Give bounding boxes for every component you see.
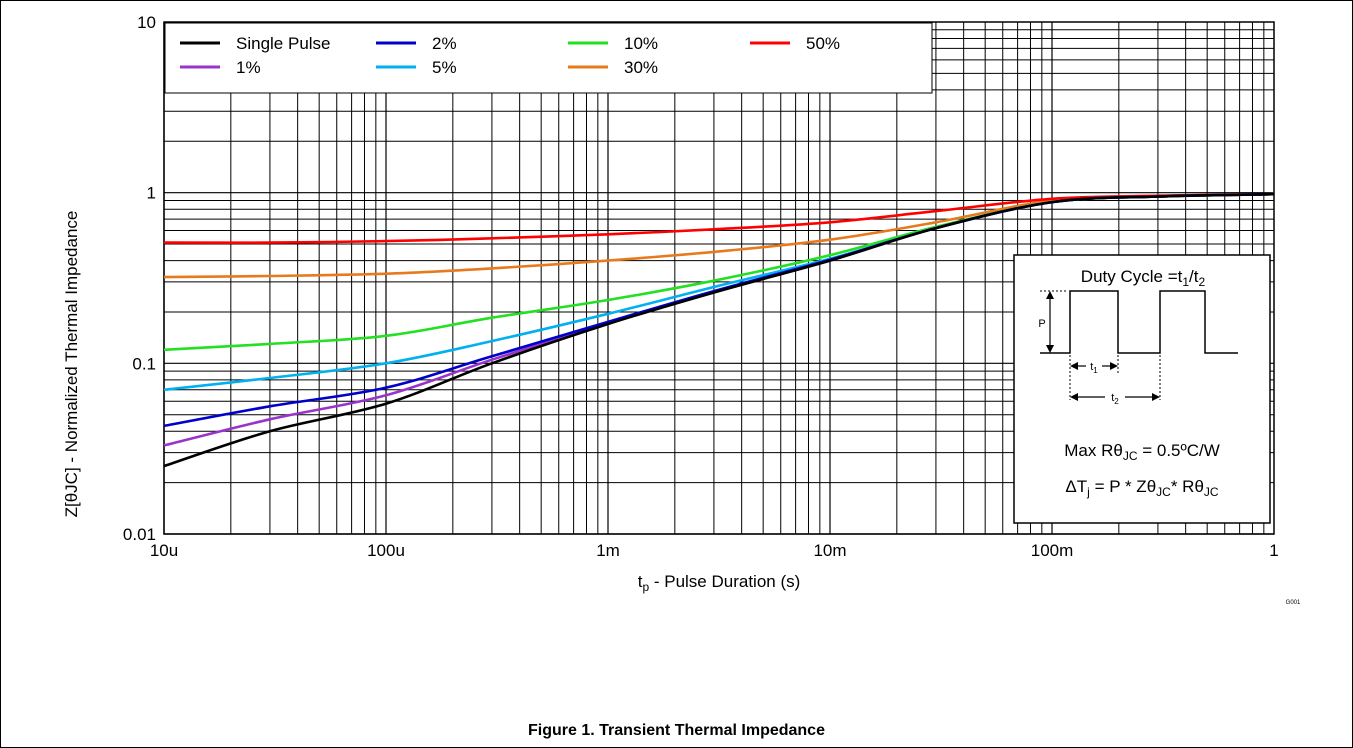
x-tick-label: 10m	[813, 541, 846, 560]
x-tick-label: 1m	[596, 541, 620, 560]
inset-box	[1013, 254, 1271, 524]
delta-tj-sub: j	[1086, 485, 1090, 499]
series-line-single-pulse	[163, 192, 1275, 468]
t2-arrow-left	[1070, 393, 1078, 401]
max-r-label: Max RθJC = 0.5ºC/W	[1064, 441, 1220, 463]
t2-label-main: t	[1111, 392, 1114, 404]
t2-label: t2	[1111, 392, 1119, 406]
duty-cycle-sub1: 1	[1182, 275, 1189, 289]
x-axis-label-main: t	[638, 572, 643, 591]
t2-label-sub: 2	[1114, 397, 1119, 406]
x-axis-label-sub: p	[642, 580, 649, 594]
duty-cycle-label: Duty Cycle =t1/t2	[1081, 267, 1206, 289]
max-r-value: = 0.5ºC/W	[1137, 441, 1219, 460]
max-r-main: Max Rθ	[1064, 441, 1123, 460]
x-tick-label: 100u	[367, 541, 405, 560]
t1-label: t1	[1090, 361, 1098, 375]
t1-arrow-left	[1070, 362, 1078, 370]
delta-tj-formula: ΔTj = P * ZθJC* RθJC	[1065, 477, 1218, 499]
delta-tj-sub2: JC	[1156, 485, 1171, 499]
legend-box	[164, 22, 933, 94]
y-tick-label: 0.01	[123, 525, 156, 544]
legend-label: 50%	[806, 34, 840, 53]
x-axis-label: tp - Pulse Duration (s)	[638, 572, 801, 594]
series-line-50-	[163, 192, 1275, 244]
x-tick-label: 1	[1269, 541, 1278, 560]
legend-label: 5%	[432, 58, 457, 77]
legend-label: 2%	[432, 34, 457, 53]
duty-cycle-slash: /t	[1189, 267, 1199, 286]
t1-label-sub: 1	[1093, 366, 1098, 375]
delta-tj-main: ΔT	[1065, 477, 1087, 496]
duty-cycle-sub2: 2	[1199, 275, 1206, 289]
delta-tj-mid: = P * Zθ	[1090, 477, 1156, 496]
x-tick-label: 100m	[1031, 541, 1074, 560]
series-lines	[163, 192, 1275, 468]
max-r-sub: JC	[1123, 449, 1138, 463]
duty-cycle-text: Duty Cycle =t	[1081, 267, 1183, 286]
y-axis-label: Z[θJC] - Normalized Thermal Impedance	[62, 211, 81, 518]
p-arrow-up	[1046, 291, 1054, 299]
plot-border	[163, 21, 1275, 535]
delta-tj-mid2: * Rθ	[1171, 477, 1204, 496]
delta-tj-sub3: JC	[1204, 485, 1219, 499]
pulse-waveform	[1040, 290, 1238, 354]
legend-label: 10%	[624, 34, 658, 53]
p-arrow-down	[1046, 345, 1054, 353]
x-tick-label: 10u	[150, 541, 178, 560]
y-tick-label: 0.1	[132, 354, 156, 373]
legend-label: 30%	[624, 58, 658, 77]
graph-id: G001	[1286, 600, 1301, 606]
figure-caption: Figure 1. Transient Thermal Impedance	[528, 722, 825, 739]
y-tick-label: 10	[137, 13, 156, 32]
t2-arrow-right	[1152, 393, 1160, 401]
tick-labels: 10u 100u 1m 10m 100m 1 0.01 0.1 1 10	[123, 13, 1279, 560]
legend-label: 1%	[236, 58, 261, 77]
legend-label: Single Pulse	[236, 34, 331, 53]
t1-label-main: t	[1090, 361, 1093, 373]
p-label: P	[1038, 318, 1045, 330]
t1-arrow-right	[1110, 362, 1118, 370]
legend: Single Pulse 2% 10% 50% 1% 5% 30%	[164, 22, 933, 94]
y-tick-label: 1	[147, 184, 156, 203]
x-axis-label-rest: - Pulse Duration (s)	[649, 572, 800, 591]
